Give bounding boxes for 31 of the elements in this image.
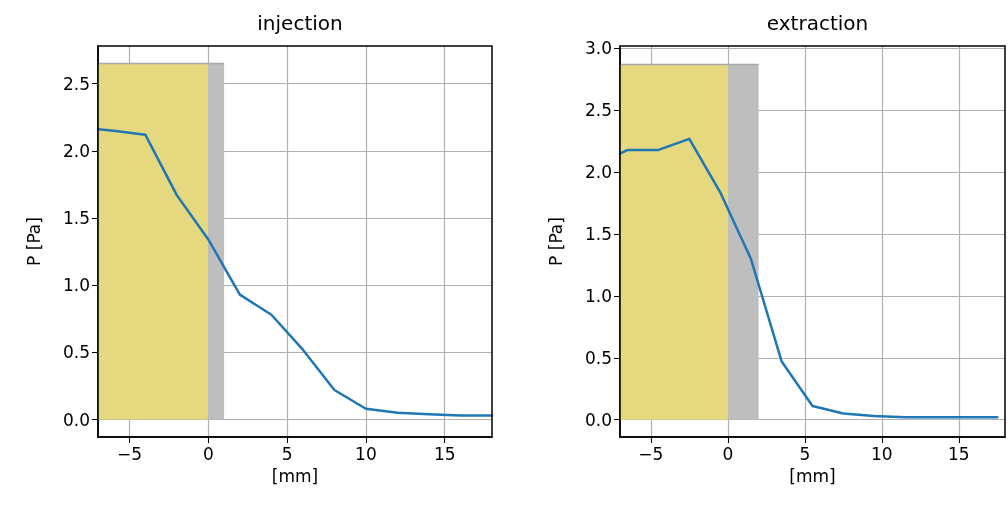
line-series (618, 137, 999, 419)
y-tick-label: 2.0 (584, 162, 612, 183)
y-tick-label: 2.5 (62, 73, 90, 94)
x-tick-label: 5 (281, 443, 293, 464)
y-tick-label: 0.0 (584, 409, 612, 430)
x-axis-title: [mm] (789, 465, 836, 486)
y-tick-label: 1.5 (62, 207, 90, 228)
y-tick-label: 0.5 (62, 342, 90, 363)
x-tick-label: 0 (722, 443, 734, 464)
y-tick-label: 0.0 (62, 409, 90, 430)
y-tick-label: 0.5 (584, 347, 612, 368)
x-tick-label: 15 (433, 443, 456, 464)
y-tick-label: 1.5 (584, 224, 612, 245)
y-tick-label: 2.5 (584, 100, 612, 121)
y-axis-title: P [Pa] (23, 217, 44, 266)
line-series (96, 128, 494, 417)
x-tick-label: 0 (202, 443, 214, 464)
y-tick-label: 3.0 (584, 38, 612, 59)
x-tick-label: −5 (116, 443, 143, 464)
x-tick-label: 5 (799, 443, 811, 464)
chart-title: extraction (766, 11, 869, 35)
y-tick-label: 2.0 (62, 140, 90, 161)
x-tick-label: 10 (355, 443, 377, 464)
x-tick-label: 15 (947, 443, 970, 464)
y-axis-title: P [Pa] (545, 217, 566, 266)
x-tick-label: 10 (870, 443, 893, 464)
y-tick-label: 1.0 (62, 275, 90, 296)
y-tick-label: 1.0 (584, 285, 612, 306)
x-tick-label: −5 (638, 443, 664, 464)
x-axis-title: [mm] (271, 465, 319, 486)
chart-title: injection (257, 11, 343, 35)
